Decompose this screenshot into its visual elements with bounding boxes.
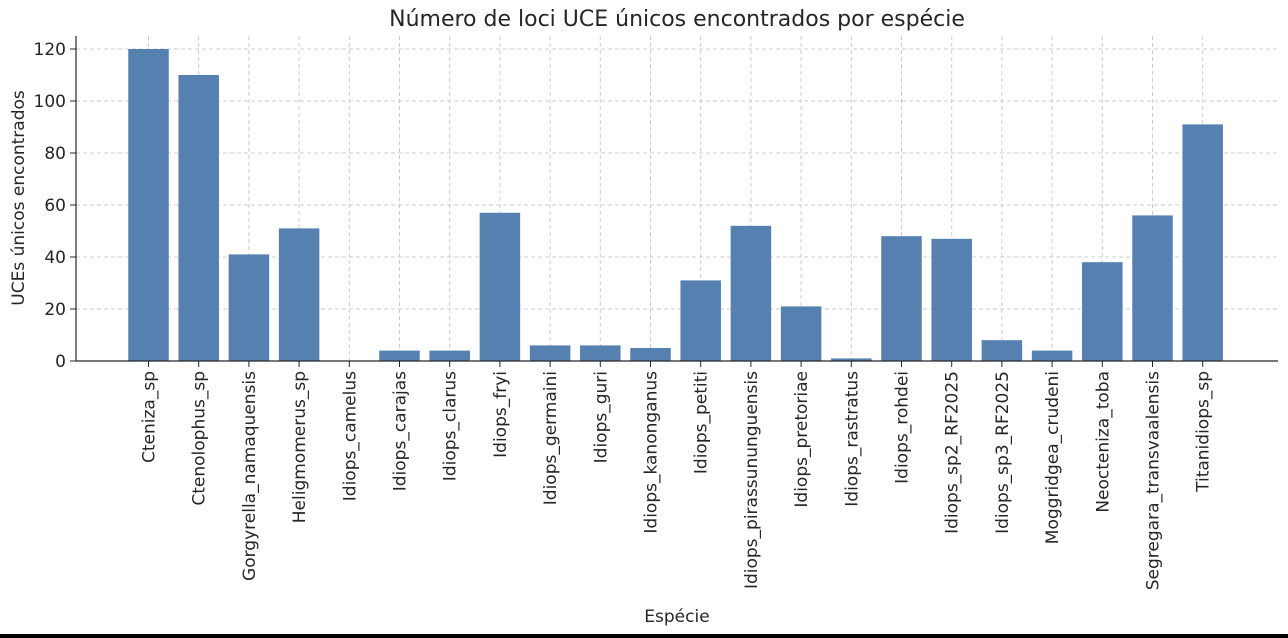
x-tick-label: Idiops_camelus bbox=[340, 371, 360, 501]
x-tick-label: Titanidiops_sp bbox=[1194, 371, 1214, 493]
y-tick-label: 120 bbox=[34, 40, 66, 60]
bar-idiops-guri bbox=[580, 345, 621, 361]
x-tick-label: Cteniza_sp bbox=[140, 371, 160, 463]
axes bbox=[75, 36, 1278, 362]
bar-idiops-carajas bbox=[379, 350, 420, 361]
x-tick-label: Idiops_fryi bbox=[491, 371, 511, 458]
chart-title: Número de loci UCE únicos encontrados po… bbox=[389, 7, 965, 32]
bar-idiops-clarus bbox=[429, 350, 470, 361]
x-tick-label: Neocteniza_toba bbox=[1093, 371, 1113, 513]
bar-ctenolophus-sp bbox=[178, 75, 219, 361]
x-tick-label: Idiops_clarus bbox=[441, 371, 461, 481]
bars bbox=[128, 49, 1223, 362]
x-tick-label: Idiops_kanonganus bbox=[642, 371, 662, 534]
x-tick-label: Segregara_transvaalensis bbox=[1144, 371, 1164, 590]
x-tick-label: Idiops_rastratus bbox=[842, 371, 862, 507]
x-tick-label: Moggridgea_crudeni bbox=[1043, 371, 1063, 544]
x-tick-label: Gorgyrella_namaquensis bbox=[240, 371, 260, 581]
bar-idiops-rohdei bbox=[881, 236, 922, 361]
bar-idiops-fryi bbox=[479, 212, 521, 361]
bar-moggridgea-crudeni bbox=[1031, 350, 1073, 361]
bar-heligmomerus-sp bbox=[278, 228, 320, 361]
x-tick-label: Ctenolophus_sp bbox=[190, 371, 210, 506]
bar-cteniza-sp bbox=[128, 49, 169, 361]
bar-idiops-pirassununguensis bbox=[730, 225, 772, 361]
bar-idiops-pretoriae bbox=[780, 306, 822, 361]
bottom-border bbox=[0, 634, 1288, 638]
x-tick-label: Heligmomerus_sp bbox=[290, 371, 310, 523]
bar-idiops-sp2-rf2025 bbox=[931, 238, 972, 361]
x-axis-ticks: Cteniza_sp Ctenolophus_sp Gorgyrella_namaq… bbox=[140, 361, 1214, 590]
x-tick-label: Idiops_sp2_RF2025 bbox=[943, 371, 963, 534]
x-tick-label: Idiops_rohdei bbox=[893, 371, 913, 484]
bar-idiops-sp3-rf2025 bbox=[981, 340, 1023, 361]
bar-idiops-germaini bbox=[529, 345, 571, 361]
bar-titanidiops-sp bbox=[1182, 124, 1223, 362]
bar-segregara-transvaalensis bbox=[1132, 215, 1173, 361]
x-tick-label: Idiops_petiti bbox=[692, 371, 712, 474]
bar-gorgyrella-namaquensis bbox=[228, 254, 270, 361]
x-axis-label: Espécie bbox=[644, 607, 709, 627]
y-tick-label: 60 bbox=[44, 196, 66, 216]
x-tick-label: Idiops_guri bbox=[591, 371, 611, 463]
bar-neocteniza-toba bbox=[1082, 262, 1123, 361]
x-tick-label: Idiops_pirassununguensis bbox=[742, 371, 762, 589]
bar-idiops-kanonganus bbox=[630, 348, 671, 361]
x-tick-label: Idiops_pretoriae bbox=[792, 371, 812, 508]
y-tick-label: 40 bbox=[44, 248, 66, 268]
bar-idiops-rastratus bbox=[831, 358, 872, 361]
y-axis-ticks: 0 20 40 60 80 100 120 bbox=[34, 40, 76, 372]
x-tick-label: Idiops_germaini bbox=[541, 371, 561, 505]
x-tick-label: Idiops_carajas bbox=[391, 371, 411, 491]
y-tick-label: 80 bbox=[44, 144, 66, 164]
bar-idiops-petiti bbox=[680, 280, 721, 361]
y-tick-label: 100 bbox=[34, 92, 66, 112]
y-axis-label: UCEs únicos encontrados bbox=[9, 90, 29, 306]
grid-lines bbox=[76, 36, 1278, 362]
y-tick-label: 20 bbox=[44, 300, 66, 320]
x-tick-label: Idiops_sp3_RF2025 bbox=[993, 371, 1013, 534]
y-tick-label: 0 bbox=[55, 352, 66, 372]
